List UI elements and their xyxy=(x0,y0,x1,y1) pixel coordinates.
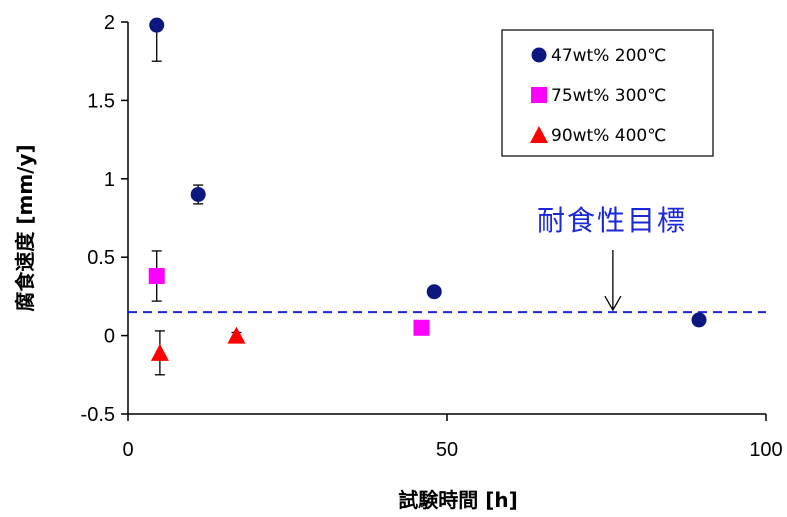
y-tick-label: 1 xyxy=(104,169,115,191)
data-point-series-3 xyxy=(227,326,246,344)
data-point-series-2 xyxy=(148,268,165,285)
axes: -0.5 0 0.5 1 1.5 2 0 50 100 xyxy=(81,12,783,461)
data-point-series-1 xyxy=(190,186,206,202)
data-point-series-3 xyxy=(150,343,169,361)
x-tick-label: 100 xyxy=(749,439,782,461)
y-tick-label: -0.5 xyxy=(81,404,115,426)
legend-marker-3 xyxy=(530,126,548,143)
target-arrow-head xyxy=(604,295,622,312)
x-tick-label: 50 xyxy=(436,439,458,461)
data-point-series-1 xyxy=(149,17,165,33)
x-axis-title: 試験時間 [h] xyxy=(398,488,517,512)
y-axis-title: 腐食速度 [mm/y] xyxy=(13,144,37,311)
y-tick-label: 0.5 xyxy=(87,247,115,269)
y-tick-label: 0 xyxy=(104,326,115,348)
y-tick-label: 2 xyxy=(104,12,115,34)
data-point-series-2 xyxy=(413,319,430,336)
legend: 47wt% 200℃ 75wt% 300℃ 90wt% 400℃ xyxy=(501,29,714,157)
y-tick-label: 1.5 xyxy=(87,90,115,112)
data-markers xyxy=(148,17,707,361)
legend-marker-1 xyxy=(531,47,547,63)
x-tick-label: 0 xyxy=(122,439,133,461)
target-reference xyxy=(128,250,766,314)
data-point-series-1 xyxy=(426,284,442,300)
target-label: 耐食性目標 xyxy=(537,204,687,237)
legend-marker-2 xyxy=(531,87,547,103)
legend-label-3: 90wt% 400℃ xyxy=(551,126,666,146)
legend-label-2: 75wt% 300℃ xyxy=(551,86,666,106)
data-point-series-1 xyxy=(691,312,707,328)
legend-label-1: 47wt% 200℃ xyxy=(551,46,666,66)
